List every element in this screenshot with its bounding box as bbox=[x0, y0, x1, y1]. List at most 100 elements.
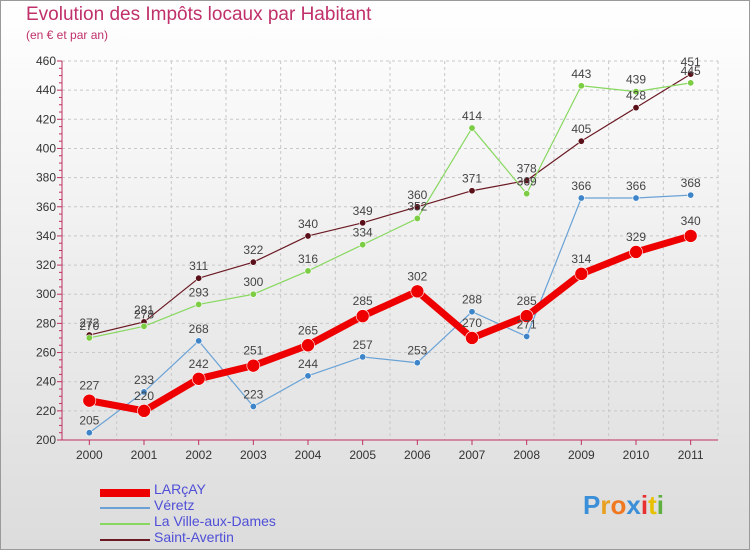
data-point-la-ville-aux-dames bbox=[632, 88, 640, 96]
data-point-lar-ay bbox=[410, 284, 425, 299]
data-label-lar-ay: 340 bbox=[681, 214, 701, 228]
data-label-saint-avertin: 360 bbox=[407, 188, 427, 202]
x-tick-label: 2003 bbox=[240, 448, 267, 462]
data-label-lar-ay: 285 bbox=[517, 294, 537, 308]
legend-swatch-larcay bbox=[100, 489, 150, 497]
data-point-v-retz bbox=[468, 308, 476, 316]
data-label-lar-ay: 227 bbox=[79, 379, 99, 393]
data-label-la-ville-aux-dames: 316 bbox=[298, 252, 318, 266]
data-point-la-ville-aux-dames bbox=[577, 82, 585, 90]
data-label-v-retz: 366 bbox=[571, 179, 591, 193]
y-tick-label: 440 bbox=[36, 83, 56, 97]
data-label-v-retz: 268 bbox=[189, 322, 209, 336]
data-label-saint-avertin: 371 bbox=[462, 172, 482, 186]
data-point-saint-avertin bbox=[359, 219, 367, 227]
data-point-lar-ay bbox=[683, 229, 698, 243]
x-tick-label: 2006 bbox=[404, 448, 431, 462]
data-point-saint-avertin bbox=[304, 232, 312, 240]
data-label-lar-ay: 265 bbox=[298, 323, 318, 337]
data-label-lar-ay: 285 bbox=[353, 294, 373, 308]
data-label-la-ville-aux-dames: 414 bbox=[462, 109, 482, 123]
data-point-la-ville-aux-dames bbox=[304, 267, 312, 275]
data-point-v-retz bbox=[85, 429, 93, 437]
data-label-lar-ay: 242 bbox=[189, 357, 209, 371]
data-point-lar-ay bbox=[191, 371, 206, 386]
data-label-lar-ay: 220 bbox=[134, 389, 154, 403]
series-line-saint-avertin bbox=[88, 73, 692, 336]
x-tick-label: 2010 bbox=[623, 448, 650, 462]
data-point-lar-ay bbox=[82, 393, 97, 408]
data-label-saint-avertin: 340 bbox=[298, 217, 318, 231]
data-point-la-ville-aux-dames bbox=[468, 124, 476, 132]
data-point-lar-ay bbox=[574, 267, 589, 281]
data-label-lar-ay: 302 bbox=[407, 269, 427, 283]
data-point-lar-ay bbox=[519, 309, 534, 323]
data-point-la-ville-aux-dames bbox=[523, 190, 531, 198]
chart-title: Evolution des Impôts locaux par Habitant bbox=[26, 4, 372, 25]
data-label-v-retz: 368 bbox=[681, 176, 701, 190]
y-tick-label: 300 bbox=[36, 287, 56, 301]
legend-swatch-saint-avertin bbox=[100, 539, 150, 541]
data-point-la-ville-aux-dames bbox=[359, 241, 367, 249]
data-label-la-ville-aux-dames: 334 bbox=[353, 226, 373, 240]
data-point-la-ville-aux-dames bbox=[85, 334, 93, 342]
x-tick-label: 2001 bbox=[131, 448, 158, 462]
x-tick-label: 2000 bbox=[76, 448, 103, 462]
data-label-saint-avertin: 281 bbox=[134, 303, 154, 317]
data-point-saint-avertin bbox=[523, 177, 531, 185]
data-label-saint-avertin: 451 bbox=[681, 55, 701, 69]
x-tick-label: 2007 bbox=[459, 448, 486, 462]
legend-label-ville-aux-dames: La Ville-aux-Dames bbox=[154, 513, 276, 529]
data-point-saint-avertin bbox=[577, 137, 585, 145]
data-point-la-ville-aux-dames bbox=[413, 214, 421, 222]
data-label-la-ville-aux-dames: 369 bbox=[517, 175, 537, 189]
data-label-v-retz: 271 bbox=[517, 318, 537, 332]
data-point-la-ville-aux-dames bbox=[140, 322, 148, 330]
x-tick-label: 2009 bbox=[568, 448, 595, 462]
data-point-v-retz bbox=[304, 372, 312, 380]
legend-swatch-veretz bbox=[100, 507, 150, 509]
data-label-v-retz: 244 bbox=[298, 357, 318, 371]
y-tick-label: 360 bbox=[36, 200, 56, 214]
line-chart: 200 220 240 260 280 300 320 340 360 380 400 420 440 4… bbox=[36, 54, 719, 462]
x-tick-label: 2004 bbox=[295, 448, 322, 462]
data-label-la-ville-aux-dames: 300 bbox=[243, 275, 263, 289]
data-label-v-retz: 223 bbox=[243, 387, 263, 401]
data-label-v-retz: 253 bbox=[407, 344, 427, 358]
data-label-la-ville-aux-dames: 445 bbox=[681, 64, 701, 78]
proxiti-logo: Proxiti bbox=[583, 490, 664, 520]
legend-swatch-ville-aux-dames bbox=[100, 523, 150, 525]
data-label-lar-ay: 329 bbox=[626, 230, 646, 244]
data-label-saint-avertin: 322 bbox=[243, 243, 263, 257]
data-point-v-retz bbox=[140, 388, 148, 396]
data-label-la-ville-aux-dames: 278 bbox=[134, 307, 154, 321]
data-label-v-retz: 257 bbox=[353, 338, 373, 352]
chart-subtitle: (en € et par an) bbox=[26, 28, 109, 42]
data-point-lar-ay bbox=[246, 358, 261, 373]
data-label-la-ville-aux-dames: 293 bbox=[189, 285, 209, 299]
data-point-saint-avertin bbox=[632, 104, 640, 112]
data-label-saint-avertin: 428 bbox=[626, 89, 646, 103]
y-tick-label: 400 bbox=[36, 141, 56, 155]
data-point-v-retz bbox=[523, 333, 531, 341]
data-point-saint-avertin bbox=[195, 274, 203, 282]
x-tick-label: 2002 bbox=[185, 448, 212, 462]
data-label-v-retz: 366 bbox=[626, 179, 646, 193]
data-point-lar-ay bbox=[355, 309, 370, 323]
data-point-lar-ay bbox=[465, 331, 479, 345]
data-label-lar-ay: 314 bbox=[571, 252, 591, 266]
data-label-saint-avertin: 378 bbox=[517, 162, 537, 176]
y-tick-label: 200 bbox=[36, 433, 56, 447]
data-label-la-ville-aux-dames: 270 bbox=[79, 319, 99, 333]
legend-label-veretz: Véretz bbox=[154, 497, 195, 513]
data-point-lar-ay bbox=[629, 245, 643, 259]
data-point-la-ville-aux-dames bbox=[195, 300, 203, 308]
y-tick-label: 280 bbox=[36, 316, 56, 330]
y-tick-label: 220 bbox=[36, 404, 56, 418]
legend-label-saint-avertin: Saint-Avertin bbox=[154, 529, 234, 545]
data-point-v-retz bbox=[687, 191, 695, 199]
data-point-saint-avertin bbox=[687, 70, 695, 78]
data-point-v-retz bbox=[249, 402, 257, 410]
data-point-saint-avertin bbox=[468, 187, 476, 195]
data-label-saint-avertin: 349 bbox=[353, 204, 373, 218]
